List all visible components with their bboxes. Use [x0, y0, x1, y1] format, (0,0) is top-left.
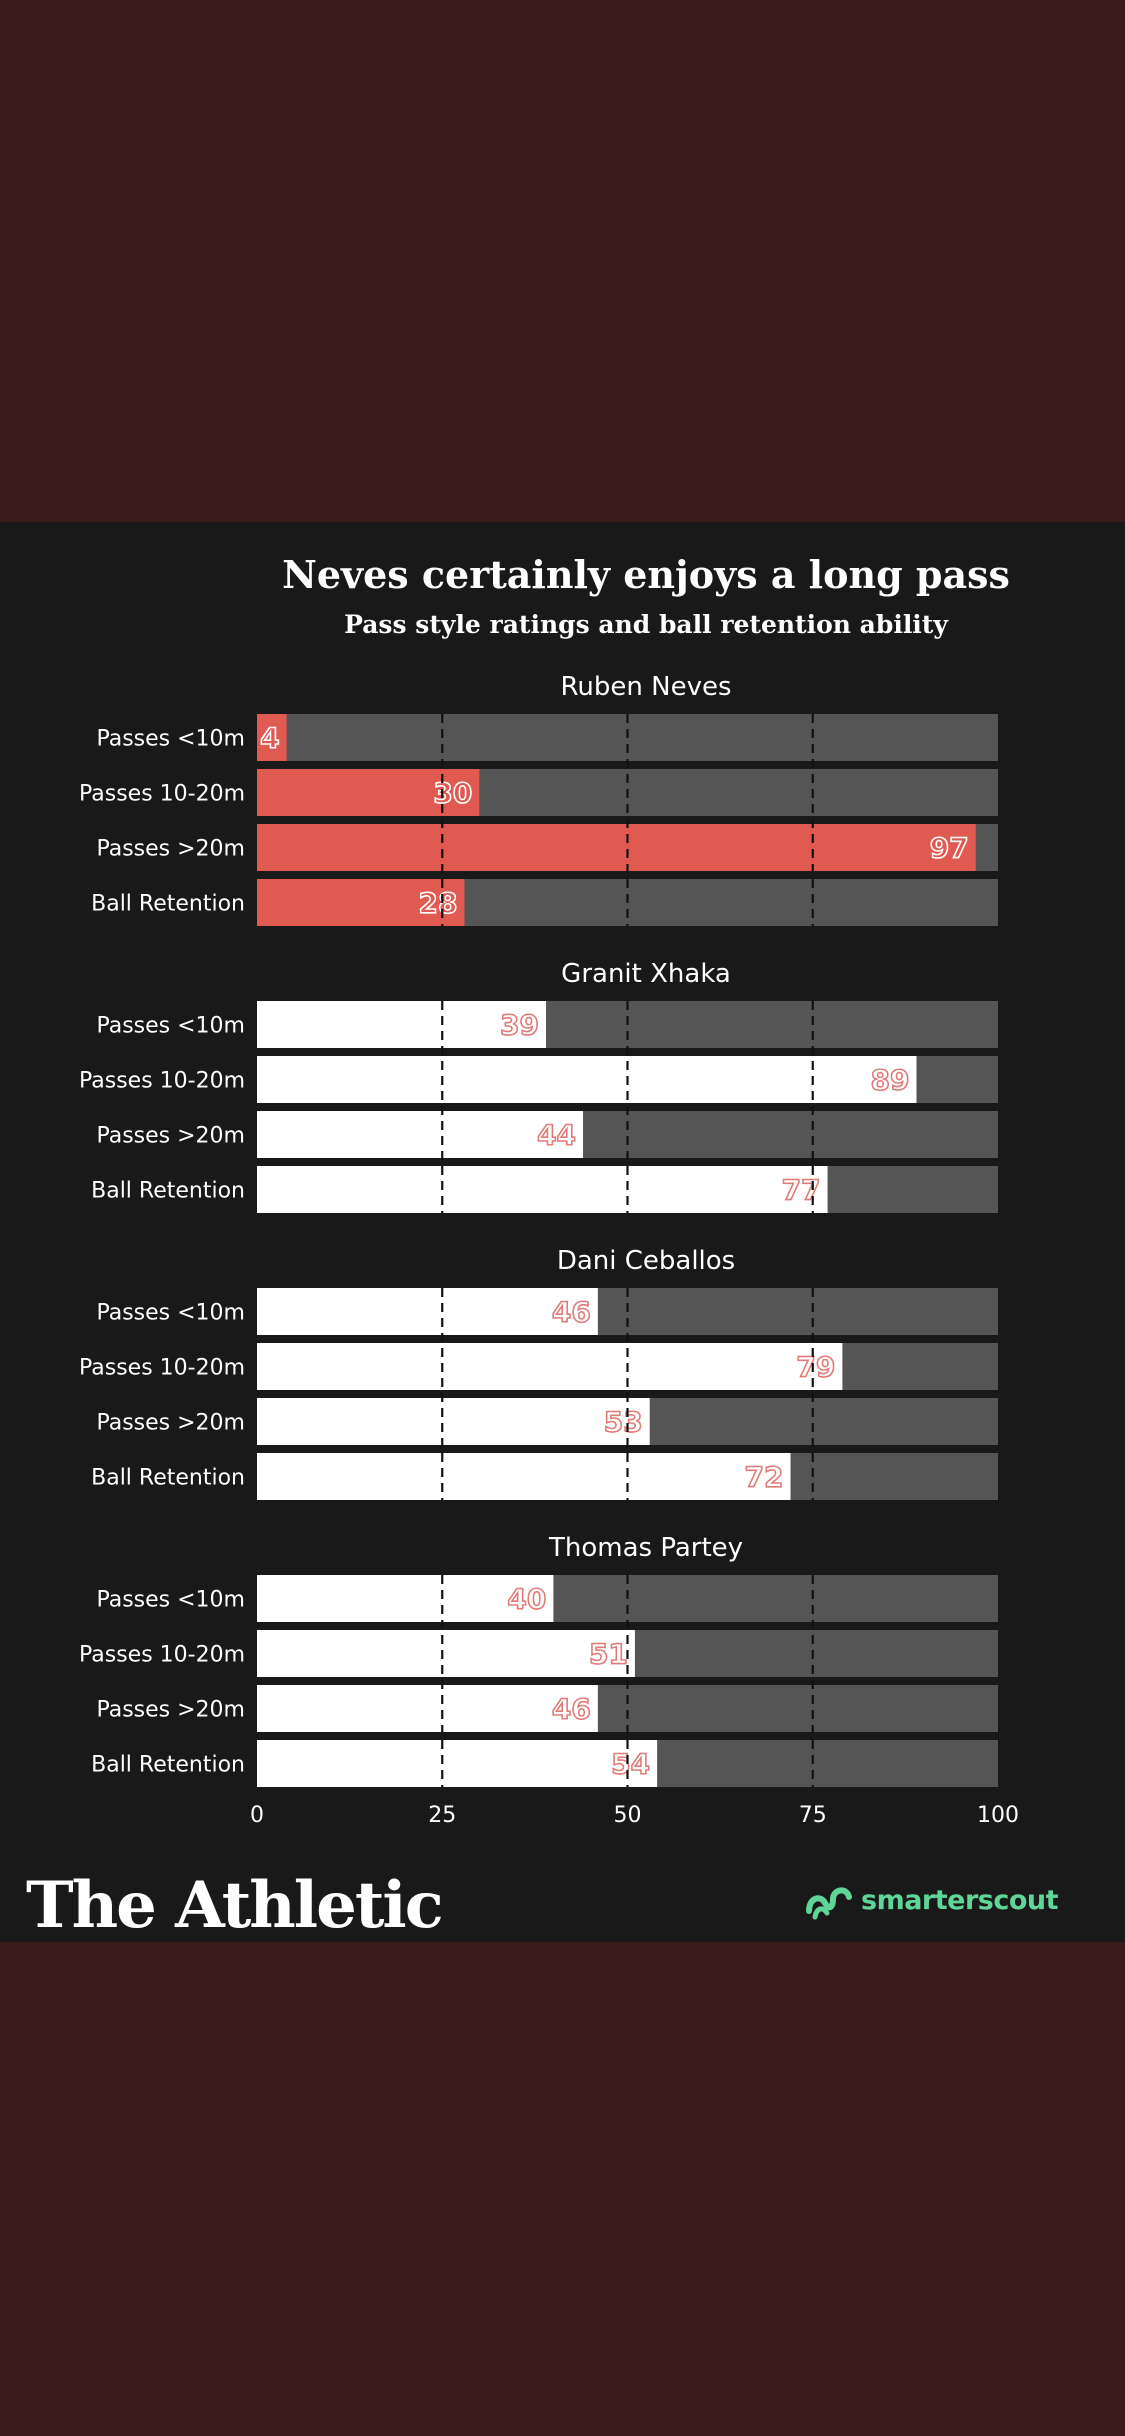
panel-title-2: Dani Ceballos [557, 1246, 735, 1276]
category-label: Ball Retention [91, 1179, 245, 1204]
smarterscout-wordmark: smarterscout [861, 1884, 1059, 1916]
data-label: 79 [796, 1351, 835, 1384]
bar [257, 1288, 598, 1335]
data-label: 30 [433, 777, 472, 810]
bar [257, 1001, 546, 1048]
bar [257, 1343, 843, 1390]
data-label: 39 [500, 1009, 539, 1042]
category-label: Passes >20m [96, 1698, 245, 1723]
data-label: 28 [419, 887, 458, 920]
bar [257, 714, 287, 761]
smarterscout-icon [806, 1887, 852, 1920]
bar [257, 1056, 917, 1103]
x-tick-label: 75 [799, 1803, 827, 1828]
data-label: 4 [260, 722, 279, 755]
x-tick-label: 0 [250, 1803, 264, 1828]
chart-subtitle: Pass style ratings and ball retention ab… [344, 610, 948, 639]
panel-title-0: Ruben Neves [561, 672, 732, 702]
category-label: Passes >20m [96, 1411, 245, 1436]
x-tick-label: 50 [614, 1803, 642, 1828]
category-label: Passes 10-20m [79, 1069, 245, 1094]
data-label: 44 [537, 1119, 576, 1152]
bar [257, 1575, 554, 1622]
category-label: Passes 10-20m [79, 1356, 245, 1381]
chart-card: Neves certainly enjoys a long pass Pass … [0, 522, 1125, 1943]
x-tick-label: 100 [977, 1803, 1019, 1828]
data-label: 77 [782, 1174, 821, 1207]
category-label: Passes <10m [96, 1014, 245, 1039]
category-label: Passes >20m [96, 837, 245, 862]
category-label: Passes <10m [96, 1588, 245, 1613]
data-label: 89 [871, 1064, 910, 1097]
category-label: Passes <10m [96, 1301, 245, 1326]
bar [257, 1453, 791, 1500]
data-label: 72 [745, 1461, 784, 1494]
data-label: 40 [507, 1583, 546, 1616]
category-label: Ball Retention [91, 1466, 245, 1491]
chart-title: Neves certainly enjoys a long pass [282, 552, 1010, 597]
bar [257, 1685, 598, 1732]
smarterscout-logo: smarterscout [803, 1877, 1059, 1923]
category-label: Passes 10-20m [79, 1643, 245, 1668]
data-label: 53 [604, 1406, 643, 1439]
category-label: Passes 10-20m [79, 782, 245, 807]
panel-title-1: Granit Xhaka [561, 959, 731, 989]
the-athletic-logo: The Athletic [26, 1868, 444, 1943]
bar-chart: Ruben Neves Passes <10m 4 Passes 10-20m 30 Pa… [79, 672, 1019, 1828]
category-label: Ball Retention [91, 892, 245, 917]
bar [257, 1166, 828, 1213]
bar [257, 824, 976, 871]
data-label: 46 [552, 1693, 591, 1726]
category-label: Passes <10m [96, 727, 245, 752]
bar [257, 879, 465, 926]
bar [257, 1630, 635, 1677]
data-label: 97 [930, 832, 969, 865]
category-label: Passes >20m [96, 1124, 245, 1149]
bar [257, 1398, 650, 1445]
data-label: 46 [552, 1296, 591, 1329]
data-label: 54 [611, 1748, 650, 1781]
bar [257, 1111, 584, 1158]
bar [257, 1740, 658, 1787]
data-label: 51 [589, 1638, 628, 1671]
category-label: Ball Retention [91, 1753, 245, 1778]
panel-title-3: Thomas Partey [548, 1533, 743, 1563]
x-tick-label: 25 [428, 1803, 456, 1828]
